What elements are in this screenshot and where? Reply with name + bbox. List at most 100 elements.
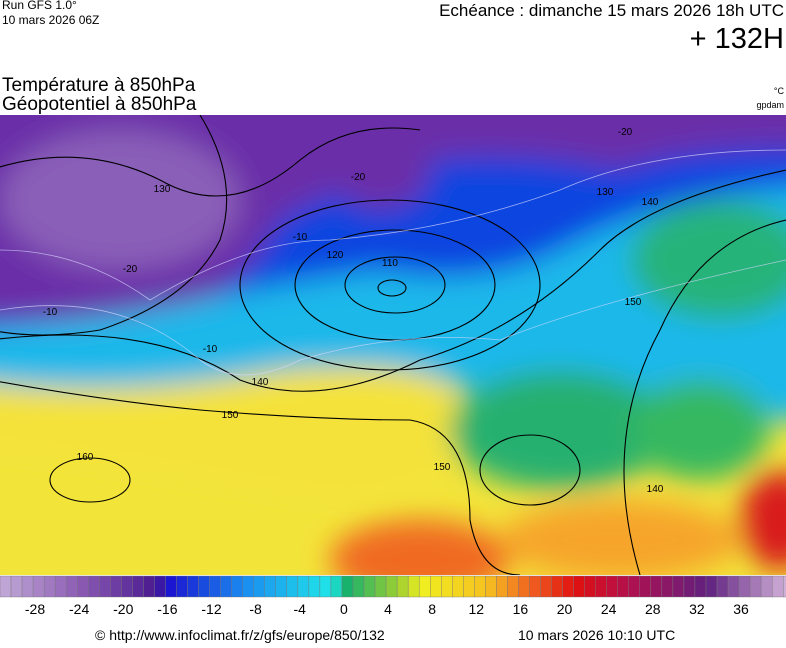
colorbar-cell: [518, 575, 530, 598]
colorbar-tick-label: 0: [340, 601, 348, 617]
colorbar-cell: [99, 575, 111, 598]
colorbar-cell: [463, 575, 475, 598]
colorbar-cell: [485, 575, 497, 598]
colorbar-tick-label: 12: [468, 601, 484, 617]
contour-label: 140: [647, 484, 664, 495]
colorbar-cell: [198, 575, 210, 598]
colorbar-cell: [132, 575, 144, 598]
lead-time: + 132H: [690, 23, 784, 55]
colorbar-cell: [110, 575, 122, 598]
colorbar-cell: [783, 575, 786, 598]
colorbar-cell: [573, 575, 585, 598]
colorbar-cell: [65, 575, 78, 598]
colorbar-cell: [672, 575, 685, 598]
unit-geopotential: gpdam: [756, 100, 784, 110]
colorbar-cell: [529, 575, 541, 598]
colorbar-tick-label: -12: [201, 601, 221, 617]
colorbar-tick-label: 8: [428, 601, 436, 617]
colorbar-cell: [749, 575, 762, 598]
colorbar-cell: [584, 575, 596, 598]
colorbar-cell: [121, 575, 133, 598]
colorbar-tick-label: 20: [557, 601, 573, 617]
colorbar-cell: [43, 575, 56, 598]
colorbar-tick-label: -16: [157, 601, 177, 617]
colorbar-cell: [760, 575, 773, 598]
colorbar-tick-label: -4: [294, 601, 307, 617]
contours: [0, 115, 786, 575]
colorbar-cell: [264, 575, 276, 598]
colorbar-cell: [297, 575, 310, 598]
colorbar-cell: [661, 575, 674, 598]
colorbar-cell: [727, 575, 740, 598]
colorbar-tick-label: 36: [733, 601, 749, 617]
colorbar-cell: [738, 575, 751, 598]
field-geopotential: Géopotentiel à 850hPa: [2, 94, 197, 115]
colorbar-cell: [430, 575, 442, 598]
colorbar-cell: [54, 575, 67, 598]
colorbar-cell: [286, 575, 299, 598]
colorbar-cell: [176, 575, 188, 598]
colorbar-cell: [385, 575, 398, 598]
colorbar-cell: [21, 575, 34, 598]
colorbar-cell: [341, 575, 354, 598]
colorbar-cell: [540, 575, 552, 598]
colorbar-cell: [551, 575, 563, 598]
contour-label: 120: [327, 250, 344, 261]
contour-label: 140: [642, 197, 659, 208]
colorbar-cell: [474, 575, 486, 598]
colorbar-cell: [165, 575, 177, 598]
contour-label: -10: [43, 307, 58, 318]
colorbar-cell: [231, 575, 243, 598]
colorbar-tick-label: -20: [113, 601, 133, 617]
colorbar-cell: [407, 575, 420, 598]
colorbar-cell: [352, 575, 365, 598]
contour-label: -20: [123, 264, 138, 275]
colorbar-cell: [220, 575, 232, 598]
colorbar-cell: [716, 575, 729, 598]
colorbar-cell: [77, 575, 89, 598]
colorbar-cell: [606, 575, 618, 598]
colorbar-cell: [209, 575, 221, 598]
colorbar-tick-label: 24: [601, 601, 617, 617]
run-label: Run GFS 1.0°: [2, 0, 77, 12]
contour-label: 140: [252, 377, 269, 388]
footer-timestamp: 10 mars 2026 10:10 UTC: [518, 627, 675, 643]
contour-label: -20: [351, 172, 366, 183]
colorbar-cell: [0, 575, 12, 598]
contour-label: 150: [625, 297, 642, 308]
field-temperature: Température à 850hPa: [2, 75, 196, 96]
colorbar-cell: [319, 575, 332, 598]
colorbar-cell: [418, 575, 431, 598]
colorbar-cell: [639, 575, 652, 598]
colorbar-tick-label: 4: [384, 601, 392, 617]
unit-temperature: °C: [774, 86, 785, 96]
colorbar-cell: [374, 575, 387, 598]
colorbar-cell: [683, 575, 696, 598]
map: 130 120 110 140 150 160 150 140 130 140 150 -10 -20 -…: [0, 115, 786, 575]
contour-label: 150: [434, 462, 451, 473]
contour-label: 130: [597, 187, 614, 198]
colorbar-cell: [562, 575, 574, 598]
colorbar-cell: [308, 575, 321, 598]
colorbar-cell: [275, 575, 288, 598]
colorbar-cell: [441, 575, 453, 598]
contour-label: -20: [618, 127, 633, 138]
colorbar-tick-label: -28: [25, 601, 45, 617]
colorbar-cell: [650, 575, 663, 598]
colorbar-cell: [771, 575, 784, 598]
colorbar-cell: [496, 575, 508, 598]
run-date: 10 mars 2026 06Z: [2, 13, 99, 27]
footer-url: © http://www.infoclimat.fr/z/gfs/europe/…: [95, 627, 385, 643]
colorbar-cell: [595, 575, 607, 598]
colorbar-tick-label: -8: [249, 601, 262, 617]
contour-label: -10: [293, 232, 308, 243]
colorbar-cell: [187, 575, 199, 598]
colorbar-cell: [452, 575, 464, 598]
colorbar-cell: [396, 575, 409, 598]
colorbar-tick-label: 32: [689, 601, 705, 617]
colorbar-cell: [507, 575, 519, 598]
colorbar-cell: [253, 575, 265, 598]
colorbar-cell: [330, 575, 343, 598]
colorbar-cell: [628, 575, 641, 598]
